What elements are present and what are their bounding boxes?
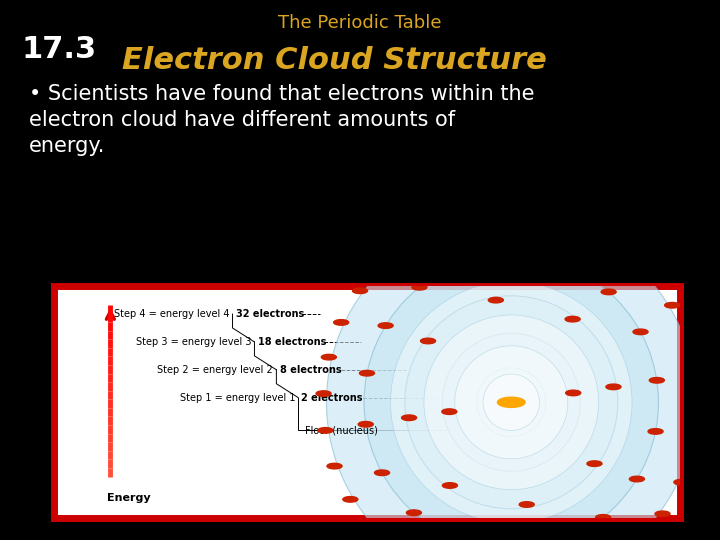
Circle shape (378, 323, 393, 328)
Circle shape (643, 273, 657, 279)
Circle shape (316, 391, 331, 396)
Circle shape (498, 397, 525, 407)
Circle shape (508, 252, 523, 258)
Circle shape (353, 288, 367, 294)
Circle shape (365, 526, 380, 532)
Circle shape (359, 370, 374, 376)
Circle shape (406, 510, 421, 516)
Circle shape (488, 298, 503, 303)
Ellipse shape (364, 255, 659, 540)
Circle shape (402, 415, 417, 421)
Ellipse shape (483, 374, 539, 430)
Text: Step 4 = energy level 4: Step 4 = energy level 4 (114, 309, 230, 319)
Circle shape (587, 461, 602, 467)
Ellipse shape (405, 296, 618, 509)
Circle shape (680, 336, 696, 341)
Circle shape (649, 377, 665, 383)
Text: Electron Cloud Structure: Electron Cloud Structure (122, 46, 547, 75)
Circle shape (630, 538, 645, 540)
Circle shape (440, 223, 455, 228)
Circle shape (686, 444, 701, 450)
Circle shape (442, 409, 457, 414)
Circle shape (655, 511, 670, 517)
Circle shape (566, 390, 581, 396)
Ellipse shape (477, 368, 546, 437)
Text: Energy: Energy (107, 493, 151, 503)
Ellipse shape (390, 281, 632, 523)
Circle shape (333, 320, 348, 325)
Circle shape (456, 260, 472, 266)
Text: Step 1 = energy level 1: Step 1 = energy level 1 (180, 393, 295, 403)
Circle shape (606, 384, 621, 390)
Circle shape (519, 502, 534, 507)
Circle shape (584, 230, 598, 235)
Circle shape (321, 354, 336, 360)
Circle shape (407, 239, 422, 244)
Circle shape (665, 302, 680, 308)
Text: 2 electrons: 2 electrons (302, 393, 363, 403)
Circle shape (343, 497, 358, 502)
Text: 18 electrons: 18 electrons (258, 337, 326, 347)
Circle shape (565, 316, 580, 322)
Circle shape (412, 285, 427, 290)
Ellipse shape (424, 315, 598, 490)
Text: 17.3: 17.3 (22, 35, 96, 64)
Text: 8 electrons: 8 electrons (279, 365, 341, 375)
Bar (54, 286, 680, 518)
Circle shape (629, 476, 644, 482)
Circle shape (377, 261, 392, 266)
Circle shape (601, 289, 616, 295)
Ellipse shape (442, 333, 580, 471)
Bar (54, 286, 680, 518)
Text: • Scientists have found that electrons within the
electron cloud have different : • Scientists have found that electrons w… (29, 84, 534, 157)
Circle shape (549, 217, 564, 222)
Circle shape (513, 212, 528, 218)
Circle shape (476, 214, 491, 219)
Circle shape (691, 408, 706, 414)
Circle shape (690, 372, 705, 377)
Circle shape (442, 483, 457, 488)
Circle shape (450, 537, 465, 540)
Circle shape (374, 470, 390, 476)
Circle shape (616, 248, 630, 254)
Text: Step 2 = energy level 2: Step 2 = energy level 2 (158, 365, 274, 375)
Text: Step 3 = energy level 3: Step 3 = energy level 3 (136, 337, 251, 347)
Text: The Periodic Table: The Periodic Table (278, 14, 442, 31)
Text: 32 electrons: 32 electrons (235, 309, 304, 319)
Circle shape (359, 422, 373, 427)
Ellipse shape (326, 218, 696, 540)
Circle shape (551, 539, 566, 540)
Circle shape (557, 262, 572, 268)
Circle shape (318, 428, 333, 433)
Ellipse shape (455, 346, 568, 459)
Circle shape (595, 515, 611, 520)
Circle shape (327, 463, 342, 469)
Circle shape (420, 338, 436, 344)
Circle shape (674, 480, 689, 485)
Circle shape (633, 329, 648, 335)
Text: Floor (nucleus): Floor (nucleus) (305, 425, 377, 435)
Circle shape (648, 429, 663, 434)
